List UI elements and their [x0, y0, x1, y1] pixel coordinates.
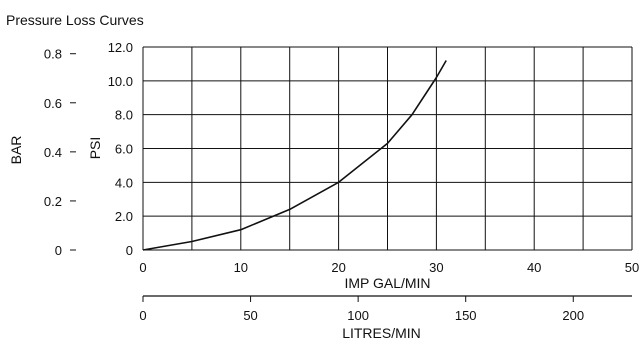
- gal-axis-label: IMP GAL/MIN: [344, 275, 430, 291]
- litres-tick-label: 0: [139, 308, 146, 323]
- litres-tick-label: 100: [347, 308, 369, 323]
- bar-tick-label: 0.6: [44, 96, 62, 111]
- litres-axis-label: LITRES/MIN: [342, 325, 421, 341]
- litres-tick-label: 200: [562, 308, 584, 323]
- gal-tick-label: 40: [527, 260, 541, 275]
- psi-tick-label: 12.0: [108, 40, 133, 55]
- gal-tick-label: 10: [234, 260, 248, 275]
- psi-tick-label: 10.0: [108, 74, 133, 89]
- psi-tick-label: 8.0: [115, 108, 133, 123]
- chart-title: Pressure Loss Curves: [6, 12, 144, 28]
- gal-tick-label: 0: [139, 260, 146, 275]
- litres-tick-label: 50: [243, 308, 257, 323]
- gal-tick-label: 50: [625, 260, 639, 275]
- bar-tick-label: 0.8: [44, 47, 62, 62]
- psi-tick-label: 0: [126, 243, 133, 258]
- bar-tick-label: 0.2: [44, 194, 62, 209]
- litres-tick-label: 150: [455, 308, 477, 323]
- bar-tick-label: 0.4: [44, 145, 62, 160]
- bar-axis-label: BAR: [8, 136, 24, 165]
- psi-tick-label: 6.0: [115, 142, 133, 157]
- gal-tick-label: 20: [331, 260, 345, 275]
- psi-axis-label: PSI: [87, 137, 103, 160]
- pressure-loss-curve: [142, 60, 447, 251]
- gal-tick-label: 30: [429, 260, 443, 275]
- psi-tick-label: 2.0: [115, 209, 133, 224]
- psi-tick-label: 4.0: [115, 175, 133, 190]
- bar-tick-label: 0: [55, 243, 62, 258]
